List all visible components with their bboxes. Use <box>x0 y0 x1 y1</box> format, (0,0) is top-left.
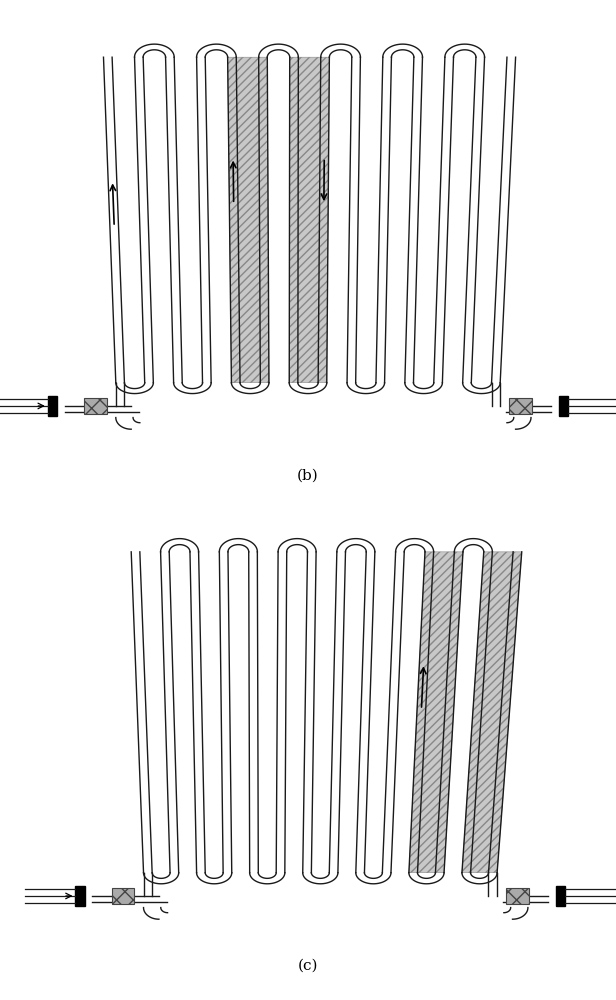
Text: (b): (b) <box>297 469 319 483</box>
Bar <box>75 886 85 906</box>
Polygon shape <box>409 552 463 873</box>
Bar <box>556 886 565 906</box>
Polygon shape <box>290 57 330 383</box>
Bar <box>84 398 107 414</box>
Bar <box>559 396 569 416</box>
Polygon shape <box>462 552 522 873</box>
Bar <box>47 396 57 416</box>
Bar <box>112 888 134 904</box>
Polygon shape <box>228 57 269 383</box>
Bar <box>509 398 532 414</box>
Bar <box>506 888 529 904</box>
Text: (c): (c) <box>298 959 318 973</box>
